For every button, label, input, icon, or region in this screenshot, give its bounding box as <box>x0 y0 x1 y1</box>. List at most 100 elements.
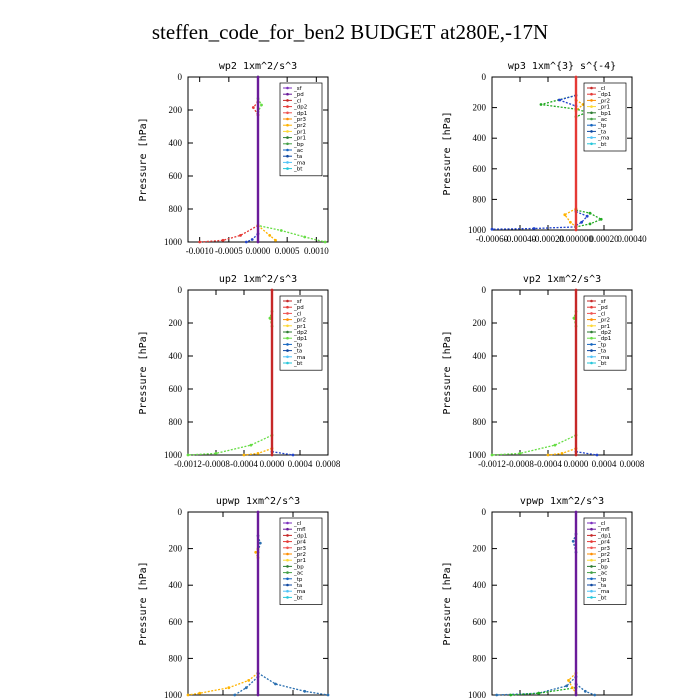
legend-label: _pr2 <box>597 318 610 324</box>
y-tick-label: 1000 <box>164 450 183 460</box>
legend-label: _ma <box>597 589 609 595</box>
profile-point <box>588 211 592 215</box>
legend-label: _mfl <box>293 527 306 533</box>
profile-point <box>254 550 258 554</box>
legend-label: _ac <box>597 117 607 123</box>
legend-label: _pr1 <box>597 324 610 330</box>
y-tick-label: 800 <box>473 653 487 663</box>
legend-marker <box>286 558 289 562</box>
profile-line <box>199 224 259 243</box>
legend-marker <box>590 123 593 127</box>
legend-marker <box>590 142 593 146</box>
profile-point <box>198 240 202 244</box>
legend-label: _tp <box>597 577 607 583</box>
legend-label: _pr3 <box>293 546 307 552</box>
legend-label: _tp <box>597 123 607 129</box>
legend-marker <box>286 299 289 303</box>
legend-marker <box>286 596 289 599</box>
profile-point <box>537 691 541 695</box>
profile-line <box>491 434 577 456</box>
legend-label: _sf <box>597 299 607 305</box>
profile-point <box>186 453 190 457</box>
legend-marker <box>286 546 289 550</box>
profile-point <box>565 684 569 688</box>
y-tick-label: 800 <box>169 417 183 427</box>
profile-point <box>244 240 248 244</box>
legend-marker <box>286 105 289 108</box>
legend-label: _dp1 <box>597 92 611 98</box>
legend-label: _cl <box>293 521 302 527</box>
legend-marker <box>590 589 593 593</box>
profile-point <box>239 234 242 237</box>
legend-label: _bt <box>597 595 607 601</box>
legend-label: _dp1 <box>597 533 611 539</box>
legend-label: _ta <box>597 129 606 135</box>
x-tick-label: 0.0010 <box>304 246 329 256</box>
profile-point <box>258 541 262 545</box>
profile-point <box>557 98 561 102</box>
y-tick-label: 600 <box>473 617 487 627</box>
x-tick-label: 0.0000 <box>260 459 285 469</box>
legend-marker <box>286 111 289 115</box>
legend-label: _bt <box>597 142 607 148</box>
legend-label: _bp <box>293 142 304 148</box>
panel-title: vpwp 1xm^2/s^3 <box>520 496 604 507</box>
profile-point <box>490 227 494 231</box>
profile-point <box>247 679 251 682</box>
legend-marker <box>590 349 593 352</box>
legend-marker <box>286 148 289 152</box>
legend-marker <box>590 361 593 365</box>
legend-label: _mfl <box>597 527 610 533</box>
legend-marker <box>590 136 593 139</box>
profile-point <box>553 443 557 447</box>
legend-marker <box>590 92 593 96</box>
y-tick-label: 600 <box>473 164 487 174</box>
legend-marker <box>590 312 593 315</box>
legend-label: _cl <box>597 86 606 92</box>
legend-marker <box>590 299 593 303</box>
plot-frame <box>491 511 633 696</box>
legend-marker <box>286 534 289 537</box>
legend-label: _bt <box>597 361 607 367</box>
x-tick-label: 0.00040 <box>617 234 647 244</box>
x-tick-label: -0.0012 <box>478 459 506 469</box>
legend-label: _ta <box>293 583 302 589</box>
panel-3: up2 1xm^2/s^3 Pressure [hPa] 0 200 400 600 800… <box>138 274 341 469</box>
legend-label: _sf <box>293 86 303 92</box>
legend-marker <box>590 111 593 115</box>
figure-title: steffen_code_for_ben2 BUDGET at280E,-17N <box>151 20 549 44</box>
y-tick-label: 400 <box>169 351 183 361</box>
panel-2: wp3 1xm^{3} s^{-4} Pressure [hPa] 0 200 400 6… <box>442 61 647 244</box>
profile-point <box>303 689 307 693</box>
legend-marker <box>286 318 289 321</box>
y-axis-label: Pressure [hPa] <box>442 111 453 195</box>
legend-marker <box>590 330 593 334</box>
profile-point <box>244 686 248 690</box>
y-tick-label: 600 <box>169 171 183 181</box>
profile-point <box>567 679 570 682</box>
profile-point <box>242 453 246 457</box>
legend-label: _bt <box>293 361 303 367</box>
profile-point <box>563 213 567 217</box>
profile-point <box>214 452 218 455</box>
profile-point <box>186 693 190 697</box>
legend-label: _ta <box>293 349 302 355</box>
legend-label: _ma <box>293 355 305 361</box>
profile-line <box>257 672 329 696</box>
profile-point <box>198 691 202 695</box>
panel-1: wp2 1xm^2/s^3 Pressure [hPa] 0 200 400 600 800… <box>138 61 329 256</box>
legend-label: _pr1 <box>293 129 306 135</box>
profile-line <box>575 209 603 228</box>
legend-marker <box>286 154 289 158</box>
panel-title: wp2 1xm^2/s^3 <box>219 61 297 72</box>
legend-label: _bp <box>597 564 608 570</box>
legend-label: _dp1 <box>293 336 307 342</box>
profile-point <box>326 693 330 697</box>
profile-point <box>571 539 575 543</box>
profile-point <box>268 316 272 320</box>
profile-point <box>256 452 260 455</box>
x-tick-label: -0.0004 <box>534 459 562 469</box>
legend-label: _pr2 <box>597 98 610 104</box>
legend-marker <box>286 86 289 90</box>
profile-point <box>599 217 603 221</box>
